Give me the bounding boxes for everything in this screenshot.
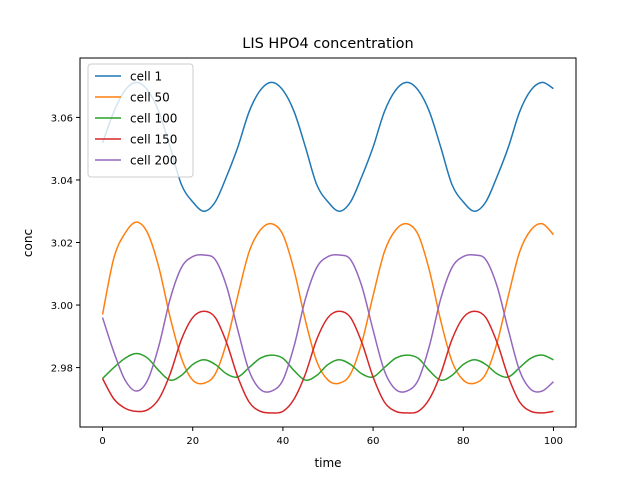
x-axis-ticks: 0 20 40 60 80 100	[99, 427, 563, 447]
legend-label: cell 100	[130, 112, 177, 126]
y-axis-label: conc	[21, 229, 35, 257]
x-tick-label: 60	[367, 436, 380, 447]
x-tick-label: 0	[99, 436, 105, 447]
legend-label: cell 1	[130, 70, 162, 84]
x-tick-label: 80	[457, 436, 470, 447]
y-tick-label: 2.98	[51, 364, 73, 375]
legend: cell 1 cell 50 cell 100 cell 150 cell 200	[87, 63, 194, 178]
x-tick-label: 40	[277, 436, 290, 447]
series-line-cell-100	[102, 352, 554, 381]
y-tick-label: 3.04	[51, 176, 73, 187]
series-line-cell-200	[101, 253, 554, 393]
y-tick-label: 3.02	[51, 239, 73, 250]
y-tick-label: 3.06	[51, 113, 73, 124]
series-line-cell-150	[101, 310, 554, 414]
x-tick-label: 20	[186, 436, 199, 447]
chart-title: LIS HPO4 concentration	[242, 36, 414, 52]
legend-label: cell 150	[130, 133, 177, 147]
x-axis-label: time	[314, 456, 341, 470]
legend-box	[87, 63, 194, 178]
legend-label: cell 50	[130, 91, 170, 105]
x-tick-label: 100	[544, 436, 563, 447]
legend-label: cell 200	[130, 154, 177, 168]
y-axis-ticks: 2.98 3.00 3.02 3.04 3.06	[51, 113, 80, 375]
y-tick-label: 3.00	[51, 301, 73, 312]
